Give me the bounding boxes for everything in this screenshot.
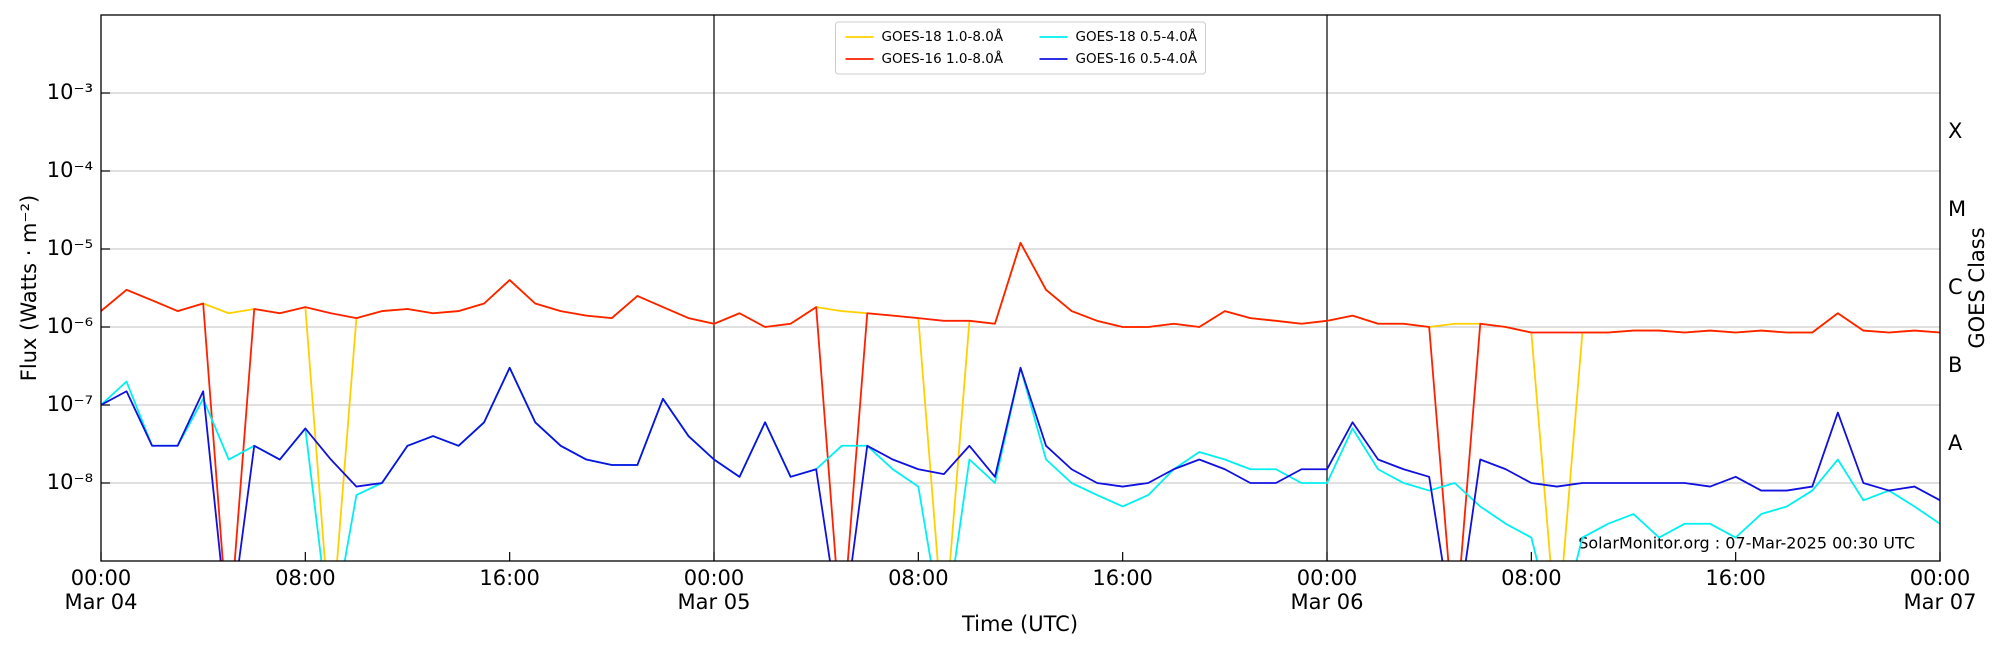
y-axis-label: Flux (Watts · m⁻²) (17, 195, 41, 381)
y2-tick-label: A (1948, 431, 1963, 455)
y2-tick-label: C (1948, 275, 1963, 299)
y2-axis-label: GOES Class (1965, 227, 1989, 348)
y-tick-label: 10⁻⁷ (47, 392, 93, 416)
x-axis-label: Time (UTC) (961, 612, 1078, 636)
y2-tick-label: X (1948, 119, 1962, 143)
x-tick-label: 08:00 (1501, 566, 1562, 590)
x-tick-label: 16:00 (1092, 566, 1153, 590)
legend-box (835, 21, 1206, 75)
x-tick-label: 08:00 (888, 566, 949, 590)
series-line (101, 366, 1940, 561)
x-tick-label: 16:00 (1705, 566, 1766, 590)
x-tick-label: 00:00 Mar 07 (1903, 566, 1977, 614)
x-tick-label: 00:00 Mar 04 (64, 566, 138, 614)
annotation: SolarMonitor.org : 07-Mar-2025 00:30 UTC (1578, 534, 1915, 553)
legend-label: GOES-16 1.0-8.0Å (882, 50, 1004, 67)
legend-label: GOES-18 1.0-8.0Å (882, 28, 1004, 45)
x-tick-label: 16:00 (479, 566, 540, 590)
plot-lines (101, 241, 1940, 561)
legend-label: GOES-16 0.5-4.0Å (1076, 50, 1198, 67)
plot-frame (100, 14, 1941, 562)
x-tick-label: 00:00 Mar 05 (677, 566, 751, 614)
x-tick-label: 08:00 (275, 566, 336, 590)
x-tick-label: 00:00 Mar 06 (1290, 566, 1364, 614)
y2-tick-label: B (1948, 353, 1962, 377)
y-tick-label: 10⁻⁶ (47, 314, 93, 338)
y-tick-label: 10⁻⁵ (47, 236, 93, 260)
y-tick-label: 10⁻⁴ (47, 158, 93, 182)
series-line (101, 366, 1940, 561)
y-tick-label: 10⁻³ (47, 80, 93, 104)
series-line (101, 241, 1940, 561)
y-tick-label: 10⁻⁸ (47, 470, 93, 494)
legend-label: GOES-18 0.5-4.0Å (1076, 28, 1198, 45)
y2-tick-label: M (1948, 197, 1966, 221)
